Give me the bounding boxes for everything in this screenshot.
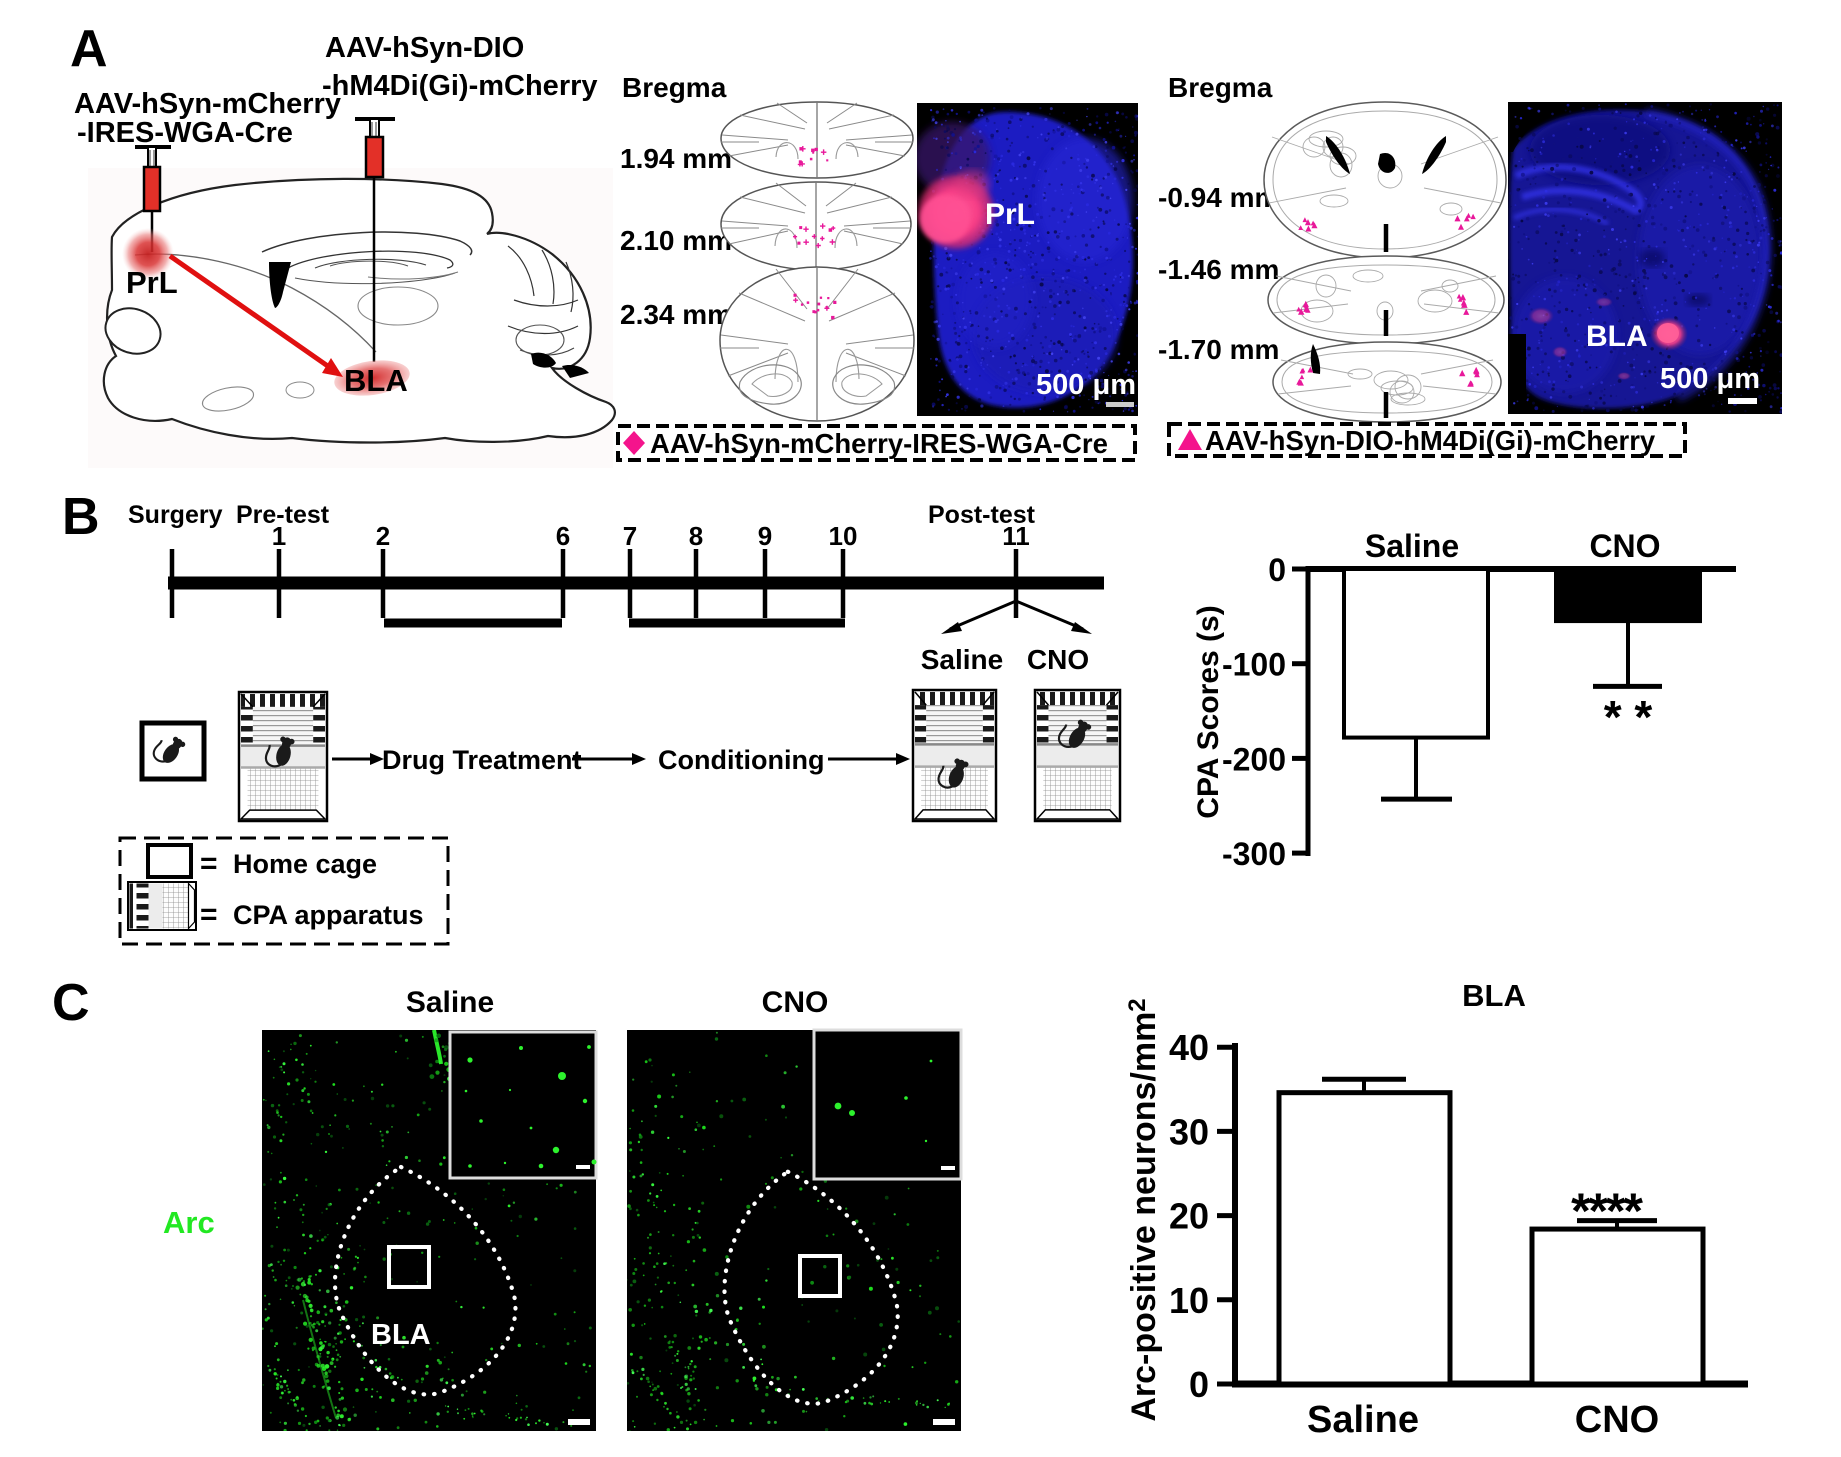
- svg-text:=: =: [200, 847, 218, 880]
- svg-text:20: 20: [1169, 1196, 1209, 1237]
- svg-text:A: A: [70, 20, 108, 78]
- svg-text:2.10 mm: 2.10 mm: [620, 225, 732, 256]
- svg-text:7: 7: [623, 521, 637, 551]
- svg-text:CPA apparatus: CPA apparatus: [233, 900, 424, 930]
- svg-text:BLA: BLA: [1462, 978, 1526, 1013]
- svg-text:BLA: BLA: [1586, 320, 1648, 353]
- svg-text:Bregma: Bregma: [622, 72, 727, 103]
- svg-text:Surgery: Surgery: [128, 501, 223, 529]
- svg-text:8: 8: [689, 521, 703, 551]
- svg-text:2.34 mm: 2.34 mm: [620, 299, 732, 330]
- svg-text:Post-test: Post-test: [928, 501, 1036, 529]
- svg-text:10: 10: [829, 521, 858, 551]
- svg-text:Home cage: Home cage: [233, 849, 377, 879]
- svg-text:-hM4Di(Gi)-mCherry: -hM4Di(Gi)-mCherry: [322, 70, 598, 102]
- svg-text:****: ****: [1571, 1183, 1643, 1239]
- svg-text:500 μm: 500 μm: [1660, 363, 1760, 395]
- svg-text:9: 9: [758, 521, 772, 551]
- svg-text:500 μm: 500 μm: [1036, 369, 1136, 401]
- svg-text:Saline: Saline: [1365, 528, 1459, 564]
- svg-text:-1.46 mm: -1.46 mm: [1158, 254, 1279, 285]
- svg-text:10: 10: [1169, 1280, 1209, 1321]
- svg-text:1.94 mm: 1.94 mm: [620, 143, 732, 174]
- svg-text:-100: -100: [1222, 647, 1286, 683]
- svg-text:B: B: [62, 488, 100, 546]
- svg-text:=: =: [200, 898, 218, 931]
- svg-text:BLA: BLA: [344, 363, 408, 398]
- svg-text:AAV-hSyn-mCherry: AAV-hSyn-mCherry: [74, 88, 341, 120]
- svg-text:-IRES-WGA-Cre: -IRES-WGA-Cre: [77, 117, 293, 149]
- svg-text:CNO: CNO: [1027, 644, 1089, 675]
- svg-text:Saline: Saline: [406, 986, 494, 1019]
- svg-text:BLA: BLA: [371, 1319, 431, 1351]
- svg-text:40: 40: [1169, 1027, 1209, 1068]
- svg-text:AAV-hSyn-mCherry-IRES-WGA-Cre: AAV-hSyn-mCherry-IRES-WGA-Cre: [650, 428, 1108, 459]
- svg-text:Conditioning: Conditioning: [658, 745, 824, 775]
- svg-text:-300: -300: [1222, 836, 1286, 872]
- svg-text:CNO: CNO: [1589, 528, 1660, 564]
- svg-text:Drug Treatment: Drug Treatment: [382, 745, 582, 775]
- svg-text:AAV-hSyn-DIO: AAV-hSyn-DIO: [325, 32, 524, 64]
- svg-text:CPA Scores (s): CPA Scores (s): [1192, 605, 1225, 818]
- svg-text:Saline: Saline: [921, 644, 1003, 675]
- svg-text:CNO: CNO: [1575, 1399, 1659, 1441]
- svg-text:* *: * *: [1604, 691, 1653, 743]
- svg-text:-0.94 mm: -0.94 mm: [1158, 182, 1279, 213]
- svg-text:Pre-test: Pre-test: [236, 501, 330, 529]
- svg-text:PrL: PrL: [985, 198, 1035, 231]
- svg-text:30: 30: [1169, 1111, 1209, 1152]
- svg-text:CNO: CNO: [762, 986, 829, 1019]
- svg-text:0: 0: [1268, 552, 1286, 588]
- svg-text:-200: -200: [1222, 741, 1286, 777]
- svg-text:Arc-positive neurons/mm2: Arc-positive neurons/mm2: [1124, 998, 1163, 1421]
- svg-text:PrL: PrL: [126, 265, 178, 300]
- svg-text:2: 2: [376, 521, 390, 551]
- svg-text:AAV-hSyn-DIO-hM4Di(Gi)-mCherry: AAV-hSyn-DIO-hM4Di(Gi)-mCherry: [1205, 425, 1656, 456]
- svg-text:Arc: Arc: [163, 1205, 215, 1240]
- svg-text:0: 0: [1189, 1364, 1209, 1405]
- svg-text:1: 1: [272, 521, 286, 551]
- svg-text:11: 11: [1002, 521, 1030, 551]
- svg-text:6: 6: [556, 521, 570, 551]
- svg-text:Bregma: Bregma: [1168, 72, 1273, 103]
- svg-text:C: C: [52, 974, 90, 1032]
- svg-text:Saline: Saline: [1307, 1399, 1419, 1441]
- svg-text:-1.70 mm: -1.70 mm: [1158, 334, 1279, 365]
